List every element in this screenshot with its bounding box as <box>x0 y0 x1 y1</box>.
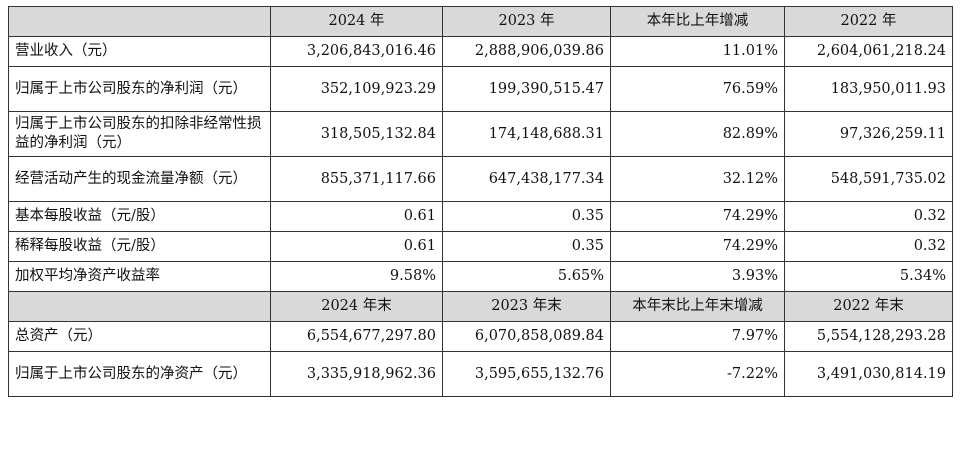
cell-change: 74.29% <box>610 231 785 262</box>
cell-2023: 3,595,655,132.76 <box>442 351 611 397</box>
subheader-row: 2024 年末 2023 年末 本年末比上年末增减 2022 年末 <box>8 291 953 322</box>
row-label: 经营活动产生的现金流量净额（元） <box>8 156 271 202</box>
cell-2024: 0.61 <box>270 201 443 232</box>
table-row: 稀释每股收益（元/股） 0.61 0.35 74.29% 0.32 <box>8 231 953 262</box>
subheader-change: 本年末比上年末增减 <box>610 291 785 322</box>
cell-change: 76.59% <box>610 66 785 112</box>
table-row: 加权平均净资产收益率 9.58% 5.65% 3.93% 5.34% <box>8 261 953 292</box>
key-financial-data-table: 2024 年 2023 年 本年比上年增减 2022 年 营业收入（元） 3,2… <box>8 6 953 397</box>
cell-2024: 855,371,117.66 <box>270 156 443 202</box>
cell-2022: 5.34% <box>784 261 953 292</box>
cell-2023: 0.35 <box>442 201 611 232</box>
header-2024: 2024 年 <box>270 6 443 37</box>
header-2022: 2022 年 <box>784 6 953 37</box>
header-change: 本年比上年增减 <box>610 6 785 37</box>
cell-2022: 548,591,735.02 <box>784 156 953 202</box>
cell-change: 3.93% <box>610 261 785 292</box>
table-row: 归属于上市公司股东的净利润（元） 352,109,923.29 199,390,… <box>8 66 953 112</box>
row-label: 基本每股收益（元/股） <box>8 201 271 232</box>
subheader-2022-end: 2022 年末 <box>784 291 953 322</box>
subheader-2024-end: 2024 年末 <box>270 291 443 322</box>
cell-2024: 352,109,923.29 <box>270 66 443 112</box>
cell-2024: 9.58% <box>270 261 443 292</box>
table-row: 归属于上市公司股东的净资产（元） 3,335,918,962.36 3,595,… <box>8 351 953 397</box>
row-label: 总资产（元） <box>8 321 271 352</box>
row-label: 稀释每股收益（元/股） <box>8 231 271 262</box>
cell-2023: 174,148,688.31 <box>442 111 611 157</box>
table-row: 营业收入（元） 3,206,843,016.46 2,888,906,039.8… <box>8 36 953 67</box>
cell-2022: 3,491,030,814.19 <box>784 351 953 397</box>
row-label: 归属于上市公司股东的净资产（元） <box>8 351 271 397</box>
cell-change: -7.22% <box>610 351 785 397</box>
cell-2022: 5,554,128,293.28 <box>784 321 953 352</box>
header-blank <box>8 6 271 37</box>
subheader-2023-end: 2023 年末 <box>442 291 611 322</box>
table-row: 归属于上市公司股东的扣除非经常性损益的净利润（元） 318,505,132.84… <box>8 111 953 157</box>
cell-change: 32.12% <box>610 156 785 202</box>
cell-2022: 0.32 <box>784 201 953 232</box>
cell-2024: 3,335,918,962.36 <box>270 351 443 397</box>
cell-2022: 2,604,061,218.24 <box>784 36 953 67</box>
cell-change: 7.97% <box>610 321 785 352</box>
cell-2024: 6,554,677,297.80 <box>270 321 443 352</box>
cell-2022: 0.32 <box>784 231 953 262</box>
header-2023: 2023 年 <box>442 6 611 37</box>
cell-change: 11.01% <box>610 36 785 67</box>
cell-change: 74.29% <box>610 201 785 232</box>
row-label: 归属于上市公司股东的扣除非经常性损益的净利润（元） <box>8 111 271 157</box>
table-row: 基本每股收益（元/股） 0.61 0.35 74.29% 0.32 <box>8 201 953 232</box>
cell-2023: 647,438,177.34 <box>442 156 611 202</box>
cell-2023: 5.65% <box>442 261 611 292</box>
financial-table-container: 2024 年 2023 年 本年比上年增减 2022 年 营业收入（元） 3,2… <box>8 6 953 397</box>
cell-2022: 97,326,259.11 <box>784 111 953 157</box>
cell-2023: 199,390,515.47 <box>442 66 611 112</box>
cell-2024: 318,505,132.84 <box>270 111 443 157</box>
cell-2024: 3,206,843,016.46 <box>270 36 443 67</box>
cell-2023: 2,888,906,039.86 <box>442 36 611 67</box>
table-row: 总资产（元） 6,554,677,297.80 6,070,858,089.84… <box>8 321 953 352</box>
subheader-blank <box>8 291 271 322</box>
row-label: 营业收入（元） <box>8 36 271 67</box>
cell-2023: 6,070,858,089.84 <box>442 321 611 352</box>
cell-2023: 0.35 <box>442 231 611 262</box>
table-header-row: 2024 年 2023 年 本年比上年增减 2022 年 <box>8 6 953 37</box>
row-label: 加权平均净资产收益率 <box>8 261 271 292</box>
cell-2024: 0.61 <box>270 231 443 262</box>
cell-2022: 183,950,011.93 <box>784 66 953 112</box>
table-row: 经营活动产生的现金流量净额（元） 855,371,117.66 647,438,… <box>8 156 953 202</box>
row-label: 归属于上市公司股东的净利润（元） <box>8 66 271 112</box>
cell-change: 82.89% <box>610 111 785 157</box>
